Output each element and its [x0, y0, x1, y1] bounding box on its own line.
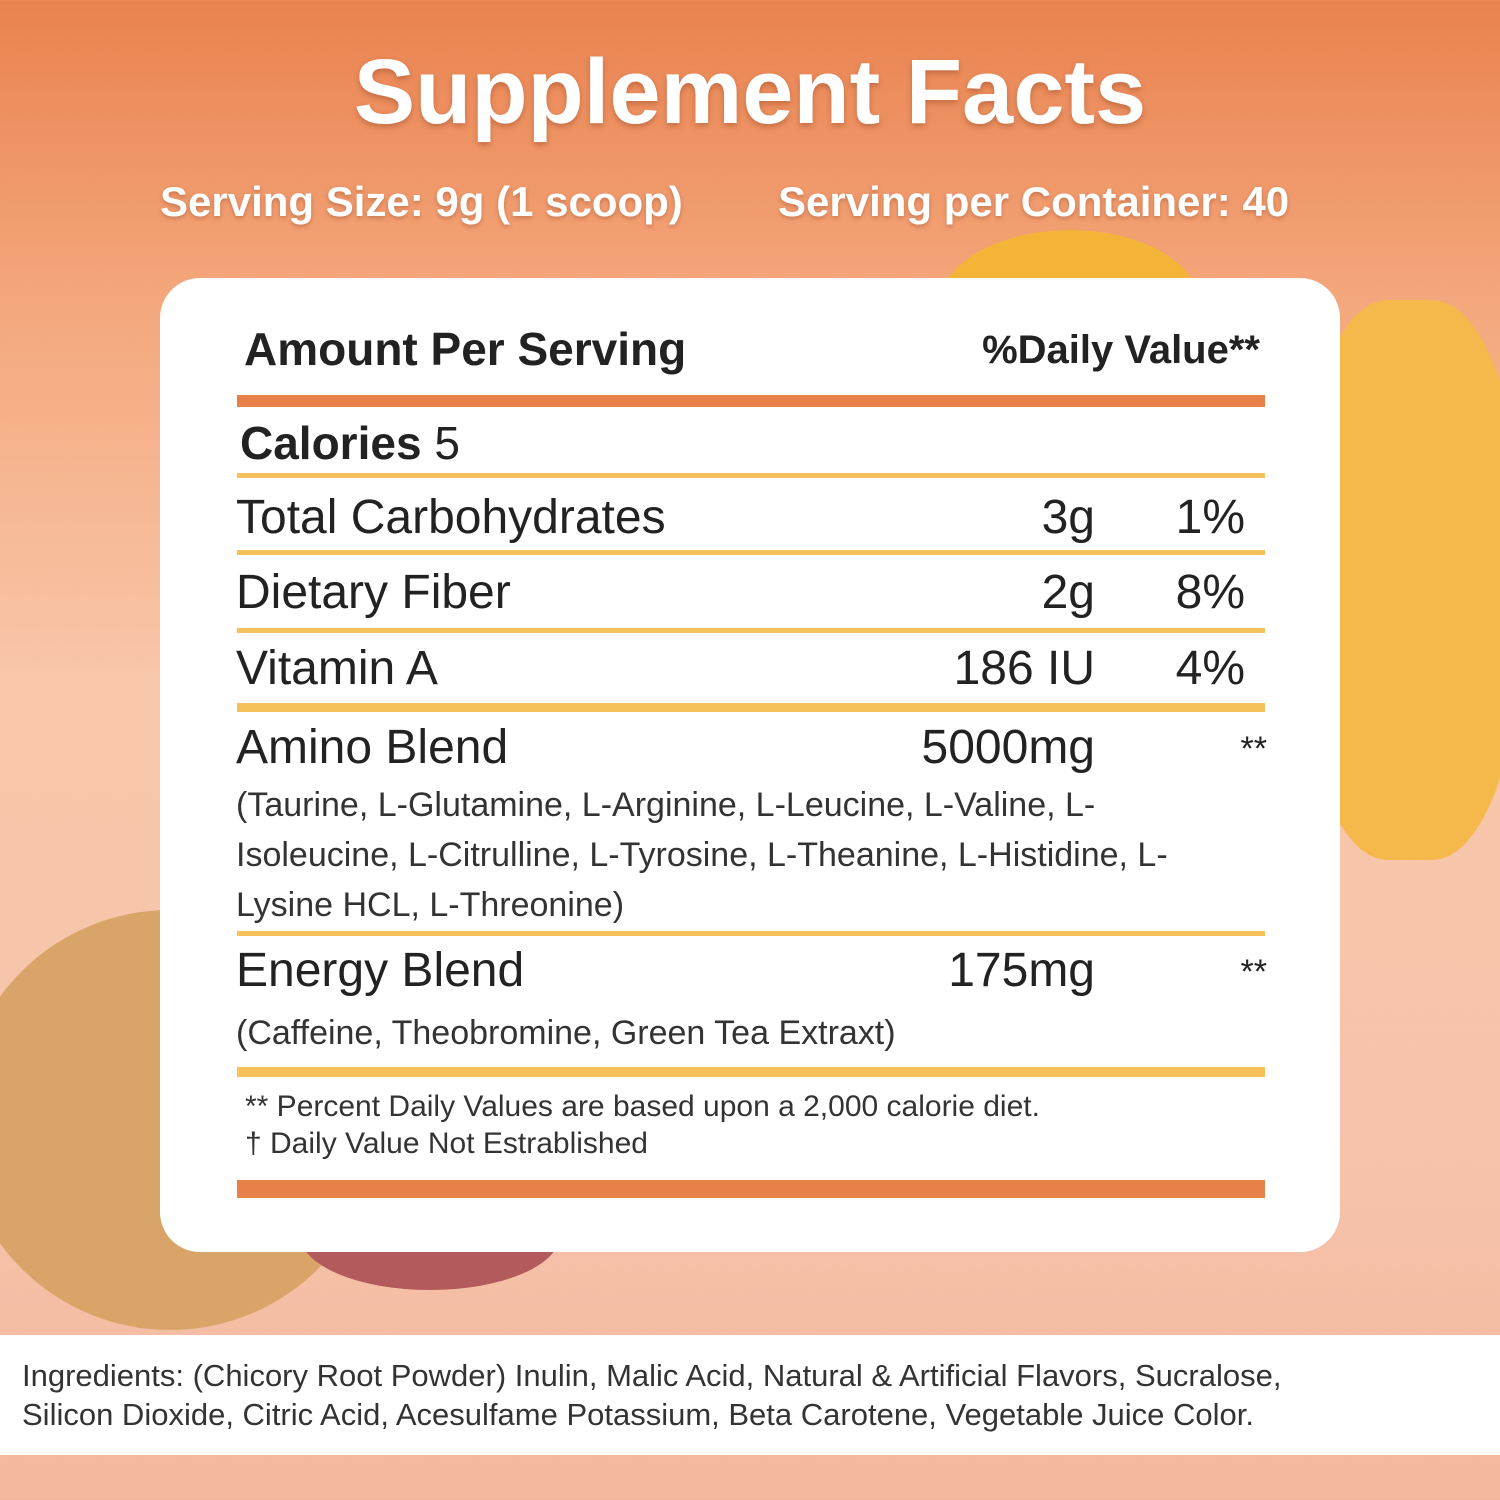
blend-name: Energy Blend — [236, 944, 525, 997]
title: Supplement Facts — [353, 41, 1147, 143]
facts-card — [160, 278, 1340, 1252]
nutrient-amount: 186 IU — [953, 642, 1095, 695]
divider — [237, 473, 1265, 478]
nutrient-dv: 1% — [1175, 491, 1245, 544]
nutrient-name: Vitamin A — [236, 642, 438, 695]
blend-name: Amino Blend — [236, 721, 509, 774]
divider — [237, 628, 1265, 633]
blend-dv: ** — [1240, 953, 1267, 991]
nutrient-amount: 2g — [1041, 566, 1095, 619]
blend-detail: (Taurine, L-Glutamine, L-Arginine, L-Leu… — [236, 786, 1168, 924]
nutrient-dv: 4% — [1175, 642, 1245, 695]
nutrient-amount: 3g — [1041, 491, 1095, 544]
blend-dv: ** — [1240, 730, 1267, 768]
nutrient-dv: 8% — [1175, 566, 1245, 619]
header-amount: Amount Per Serving — [244, 323, 687, 375]
header-dv: %Daily Value** — [982, 328, 1260, 372]
calories-label: Calories — [240, 417, 422, 469]
nutrient-name: Total Carbohydrates — [236, 491, 666, 544]
nutrient-name: Dietary Fiber — [236, 566, 511, 619]
footnote: ** Percent Daily Values are based upon a… — [245, 1090, 1040, 1123]
ingredients: Silicon Dioxide, Citric Acid, Acesulfame… — [22, 1397, 1255, 1432]
ingredients: Ingredients: (Chicory Root Powder) Inuli… — [22, 1358, 1282, 1393]
blend-detail: (Caffeine, Theobromine, Green Tea Extrax… — [236, 1014, 896, 1052]
divider — [237, 703, 1265, 712]
divider — [237, 1067, 1265, 1077]
servings-per-container: Serving per Container: 40 — [778, 178, 1290, 225]
divider — [237, 395, 1265, 407]
calories-value: 5 — [434, 417, 460, 469]
calories: Calories 5 — [240, 416, 460, 470]
ingredients-band — [0, 1335, 1500, 1455]
divider — [237, 550, 1265, 555]
serving-size: Serving Size: 9g (1 scoop) — [160, 178, 683, 225]
blend-amount: 5000mg — [921, 721, 1095, 774]
divider — [237, 1180, 1265, 1198]
blend-amount: 175mg — [948, 944, 1095, 997]
divider — [237, 931, 1265, 936]
footnote: † Daily Value Not Estrablished — [245, 1127, 648, 1160]
